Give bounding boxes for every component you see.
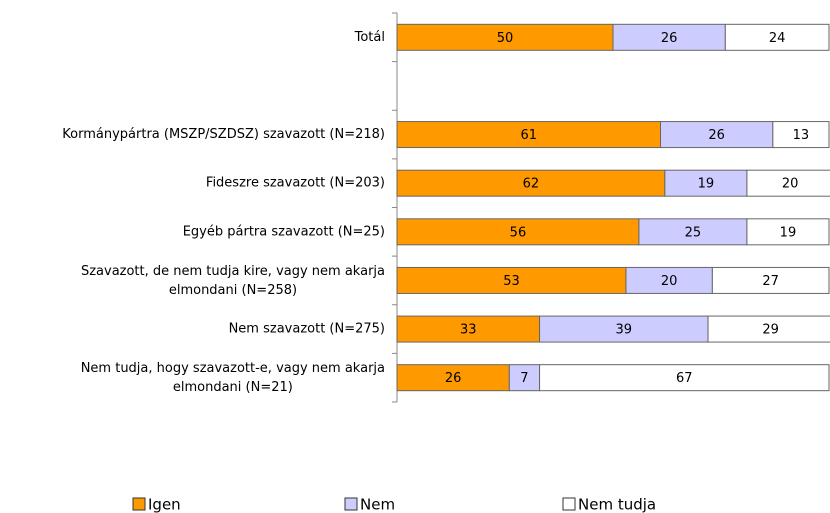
category-label: Fideszre szavazott (N=203) <box>206 176 385 191</box>
bar-segment <box>508 364 541 392</box>
category-label: Nem szavazott (N=275) <box>229 322 385 337</box>
bar-segment <box>539 315 709 343</box>
category-label: Egyéb pártra szavazott (N=25) <box>183 224 385 239</box>
value-label: 27 <box>762 274 779 289</box>
value-label: 39 <box>616 323 633 338</box>
bar-segment <box>539 364 830 392</box>
value-label: 26 <box>445 371 462 386</box>
value-label: 29 <box>762 323 779 338</box>
legend-label: Nem tudja <box>578 496 656 513</box>
legend-swatch <box>132 497 146 511</box>
bar-segment <box>772 121 830 149</box>
value-label: 61 <box>520 128 537 143</box>
bar-segment <box>625 266 713 294</box>
value-label: 62 <box>523 177 540 192</box>
bar-segment <box>396 266 627 294</box>
bar-segment <box>396 364 510 392</box>
value-label: 50 <box>497 31 514 46</box>
value-label: 67 <box>676 371 693 386</box>
category-label: Kormánypártra (MSZP/SZDSZ) szavazott (N=… <box>62 127 385 142</box>
value-label: 19 <box>780 225 797 240</box>
value-label: 7 <box>520 371 528 386</box>
value-label: 25 <box>685 225 702 240</box>
value-label: 56 <box>510 225 527 240</box>
value-label: 19 <box>698 177 715 192</box>
value-label: 20 <box>661 274 678 289</box>
legend-swatch <box>344 497 358 511</box>
category-label: Szavazott, de nem tudja kire, vagy nem a… <box>81 263 385 297</box>
bar-segment <box>724 23 830 51</box>
bar-segment <box>707 315 830 343</box>
bar-segment <box>396 315 541 343</box>
value-label: 24 <box>769 31 786 46</box>
value-label: 33 <box>460 323 477 338</box>
legend-label: Nem <box>360 496 395 513</box>
bar-segment <box>660 121 774 149</box>
legend-swatch <box>562 497 576 511</box>
bar-segment <box>612 23 726 51</box>
bar-segment <box>396 121 662 149</box>
bar-segment <box>396 169 666 197</box>
legend-item: Igen <box>132 496 181 513</box>
category-label: Nem tudja, hogy szavazott-e, vagy nem ak… <box>81 361 385 395</box>
bar-segment <box>711 266 830 294</box>
value-label: 53 <box>503 274 520 289</box>
bar-segment <box>638 218 748 246</box>
value-label: 26 <box>661 31 678 46</box>
bar-segment <box>664 169 748 197</box>
legend-item: Nem <box>344 496 395 513</box>
bar-segment <box>746 218 830 246</box>
legend-item: Nem tudja <box>562 496 656 513</box>
legend-label: Igen <box>148 496 181 513</box>
value-label: 26 <box>708 128 725 143</box>
value-label: 13 <box>793 128 810 143</box>
bar-segment <box>746 169 830 197</box>
value-label: 20 <box>782 177 799 192</box>
category-label: Totál <box>354 30 385 45</box>
